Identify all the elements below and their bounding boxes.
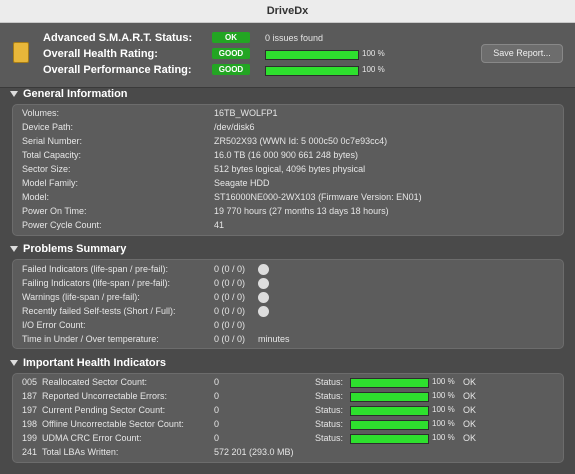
percent-label: 100 % <box>432 405 455 414</box>
details-button[interactable] <box>258 278 269 289</box>
problem-label: Time in Under / Over temperature: <box>22 334 159 344</box>
drive-icon <box>13 42 29 63</box>
status-label: Status: <box>315 419 344 429</box>
problem-value: 0 (0 / 0) <box>214 264 246 274</box>
problem-label: I/O Error Count: <box>22 320 86 330</box>
progress-bar <box>351 435 428 443</box>
status-badge: GOOD <box>212 48 250 59</box>
indicator-name: Offline Uncorrectable Sector Count: <box>42 419 184 429</box>
info-value: 16TB_WOLFP1 <box>214 108 278 118</box>
info-label: Device Path: <box>22 122 74 132</box>
indicator-value: 0 <box>214 433 220 443</box>
indicator-id: 199 <box>22 433 38 443</box>
indicator-id: 197 <box>22 405 38 415</box>
percent-label: 100 % <box>432 433 455 442</box>
info-value: /dev/disk6 <box>214 122 255 132</box>
percent-label: 100 % <box>432 419 455 428</box>
indicator-name: Total LBAs Written: <box>42 447 119 457</box>
info-label: Model Family: <box>22 178 79 188</box>
info-label: Sector Size: <box>22 164 71 174</box>
status-badge: OK <box>212 32 250 43</box>
problem-label: Failed Indicators (life-span / pre-fail)… <box>22 264 169 274</box>
details-button[interactable] <box>258 306 269 317</box>
problem-value: 0 (0 / 0) <box>214 306 246 316</box>
percent-label: 100 % <box>432 391 455 400</box>
details-button[interactable] <box>258 292 269 303</box>
indicator-id: 241 <box>22 447 38 457</box>
indicator-status: OK <box>463 433 477 443</box>
header-text: 0 issues found <box>265 33 324 43</box>
section-title: Problems Summary <box>23 243 127 255</box>
status-label: Status: <box>315 377 344 387</box>
indicator-value: 0 <box>214 419 220 429</box>
section-panel <box>12 104 564 236</box>
section-panel <box>12 373 564 463</box>
indicator-id: 187 <box>22 391 38 401</box>
indicator-value: 0 <box>214 405 220 415</box>
status-label: Status: <box>315 391 344 401</box>
header-label: Advanced S.M.A.R.T. Status: <box>43 32 193 44</box>
info-value: ST16000NE000-2WX103 (Firmware Version: E… <box>214 192 422 202</box>
problem-unit: minutes <box>258 334 290 344</box>
percent-label: 100 % <box>432 377 455 386</box>
problem-label: Failing Indicators (life-span / pre-fail… <box>22 278 171 288</box>
info-value: Seagate HDD <box>214 178 270 188</box>
progress-bar <box>266 67 358 75</box>
section-triangle <box>10 246 18 252</box>
problem-label: Warnings (life-span / pre-fail): <box>22 292 140 302</box>
progress-bar <box>351 407 428 415</box>
indicator-value: 0 <box>214 377 220 387</box>
section-triangle <box>10 91 18 97</box>
indicator-status: OK <box>463 377 477 387</box>
percent-label: 100 % <box>362 65 385 74</box>
indicator-name: Reported Uncorrectable Errors: <box>42 391 168 401</box>
title-bar <box>0 0 575 23</box>
details-button[interactable] <box>258 264 269 275</box>
info-value: 19 770 hours (27 months 13 days 18 hours… <box>214 206 389 216</box>
info-value: 512 bytes logical, 4096 bytes physical <box>214 164 366 174</box>
section-triangle <box>10 360 18 366</box>
indicator-value: 572 201 (293.0 MB) <box>214 447 294 457</box>
info-label: Power Cycle Count: <box>22 220 102 230</box>
problem-value: 0 (0 / 0) <box>214 320 246 330</box>
info-label: Volumes: <box>22 108 60 118</box>
info-value: 41 <box>214 220 225 230</box>
indicator-value: 0 <box>214 391 220 401</box>
indicator-name: Current Pending Sector Count: <box>42 405 166 415</box>
indicator-status: OK <box>463 419 477 429</box>
info-label: Serial Number: <box>22 136 83 146</box>
info-label: Total Capacity: <box>22 150 82 160</box>
section-title: Important Health Indicators <box>23 357 167 369</box>
indicator-id: 198 <box>22 419 38 429</box>
section-title: General Information <box>23 88 128 100</box>
info-value: ZR502X93 (WWN Id: 5 000c50 0c7e93cc4) <box>214 136 388 146</box>
section-panel <box>12 259 564 349</box>
problem-label: Recently failed Self-tests (Short / Full… <box>22 306 176 316</box>
progress-bar <box>351 379 428 387</box>
info-value: 16.0 TB (16 000 900 661 248 bytes) <box>214 150 358 160</box>
problem-value: 0 (0 / 0) <box>214 278 246 288</box>
header-label: Overall Performance Rating: <box>43 64 192 76</box>
problem-value: 0 (0 / 0) <box>214 334 246 344</box>
indicator-name: UDMA CRC Error Count: <box>42 433 142 443</box>
progress-bar <box>266 51 358 59</box>
indicator-status: OK <box>463 405 477 415</box>
status-label: Status: <box>315 433 344 443</box>
progress-bar <box>351 421 428 429</box>
window-title: DriveDx <box>266 5 309 17</box>
header-label: Overall Health Rating: <box>43 48 158 60</box>
progress-bar <box>351 393 428 401</box>
save-report-button[interactable]: Save Report... <box>481 44 563 63</box>
info-label: Model: <box>22 192 50 202</box>
indicator-name: Reallocated Sector Count: <box>42 377 148 387</box>
indicator-id: 005 <box>22 377 38 387</box>
info-label: Power On Time: <box>22 206 87 216</box>
status-label: Status: <box>315 405 344 415</box>
problem-value: 0 (0 / 0) <box>214 292 246 302</box>
indicator-status: OK <box>463 391 477 401</box>
status-badge: GOOD <box>212 64 250 75</box>
percent-label: 100 % <box>362 49 385 58</box>
